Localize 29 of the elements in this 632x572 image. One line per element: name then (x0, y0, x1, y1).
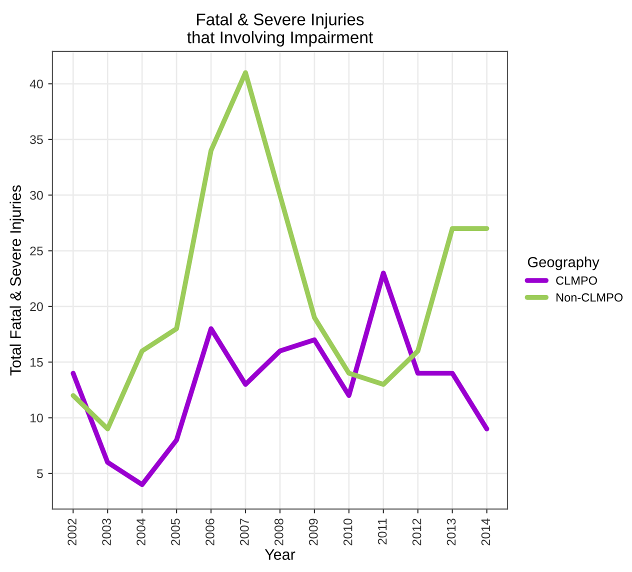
line-series (70, 70, 490, 432)
x-tick-label: 2007 (240, 518, 249, 546)
x-tick-label: 2012 (412, 518, 422, 546)
line-series (70, 270, 490, 488)
x-tick-label: 2014 (481, 518, 490, 546)
y-tick-label: 40 (30, 80, 43, 88)
x-tick-label: 2006 (206, 518, 214, 546)
x-tick-label: 2013 (446, 518, 456, 546)
y-tick-label: 15 (30, 358, 43, 367)
y-tick-label: 20 (30, 302, 43, 312)
x-axis-title: Year (264, 549, 296, 560)
y-tick-label: 25 (30, 246, 43, 256)
y-tick-label: 30 (30, 190, 43, 200)
x-tick-label: 2004 (136, 518, 146, 546)
y-tick-label: 35 (30, 135, 43, 144)
x-tick-label: 2010 (343, 518, 352, 546)
x-tick-label: 2011 (378, 518, 387, 544)
x-tick-label: 2002 (68, 518, 76, 546)
x-tick-label: 2003 (102, 518, 111, 546)
legend-title: Geography (528, 256, 600, 270)
x-tick-label: 2009 (308, 518, 318, 546)
x-tick-label: 2008 (274, 518, 284, 546)
y-tick-label: 10 (30, 414, 43, 422)
chart-title: Fatal & Severe Injuries that Involving Impairment (187, 13, 373, 47)
legend-label: CLMPO (556, 276, 597, 285)
y-axis-title: Total Fatal & Severe Injuries (10, 185, 24, 376)
legend-label: Non-CLMPO (556, 293, 623, 302)
x-tick-label: 2005 (171, 518, 180, 546)
y-tick-label: 5 (36, 469, 43, 478)
